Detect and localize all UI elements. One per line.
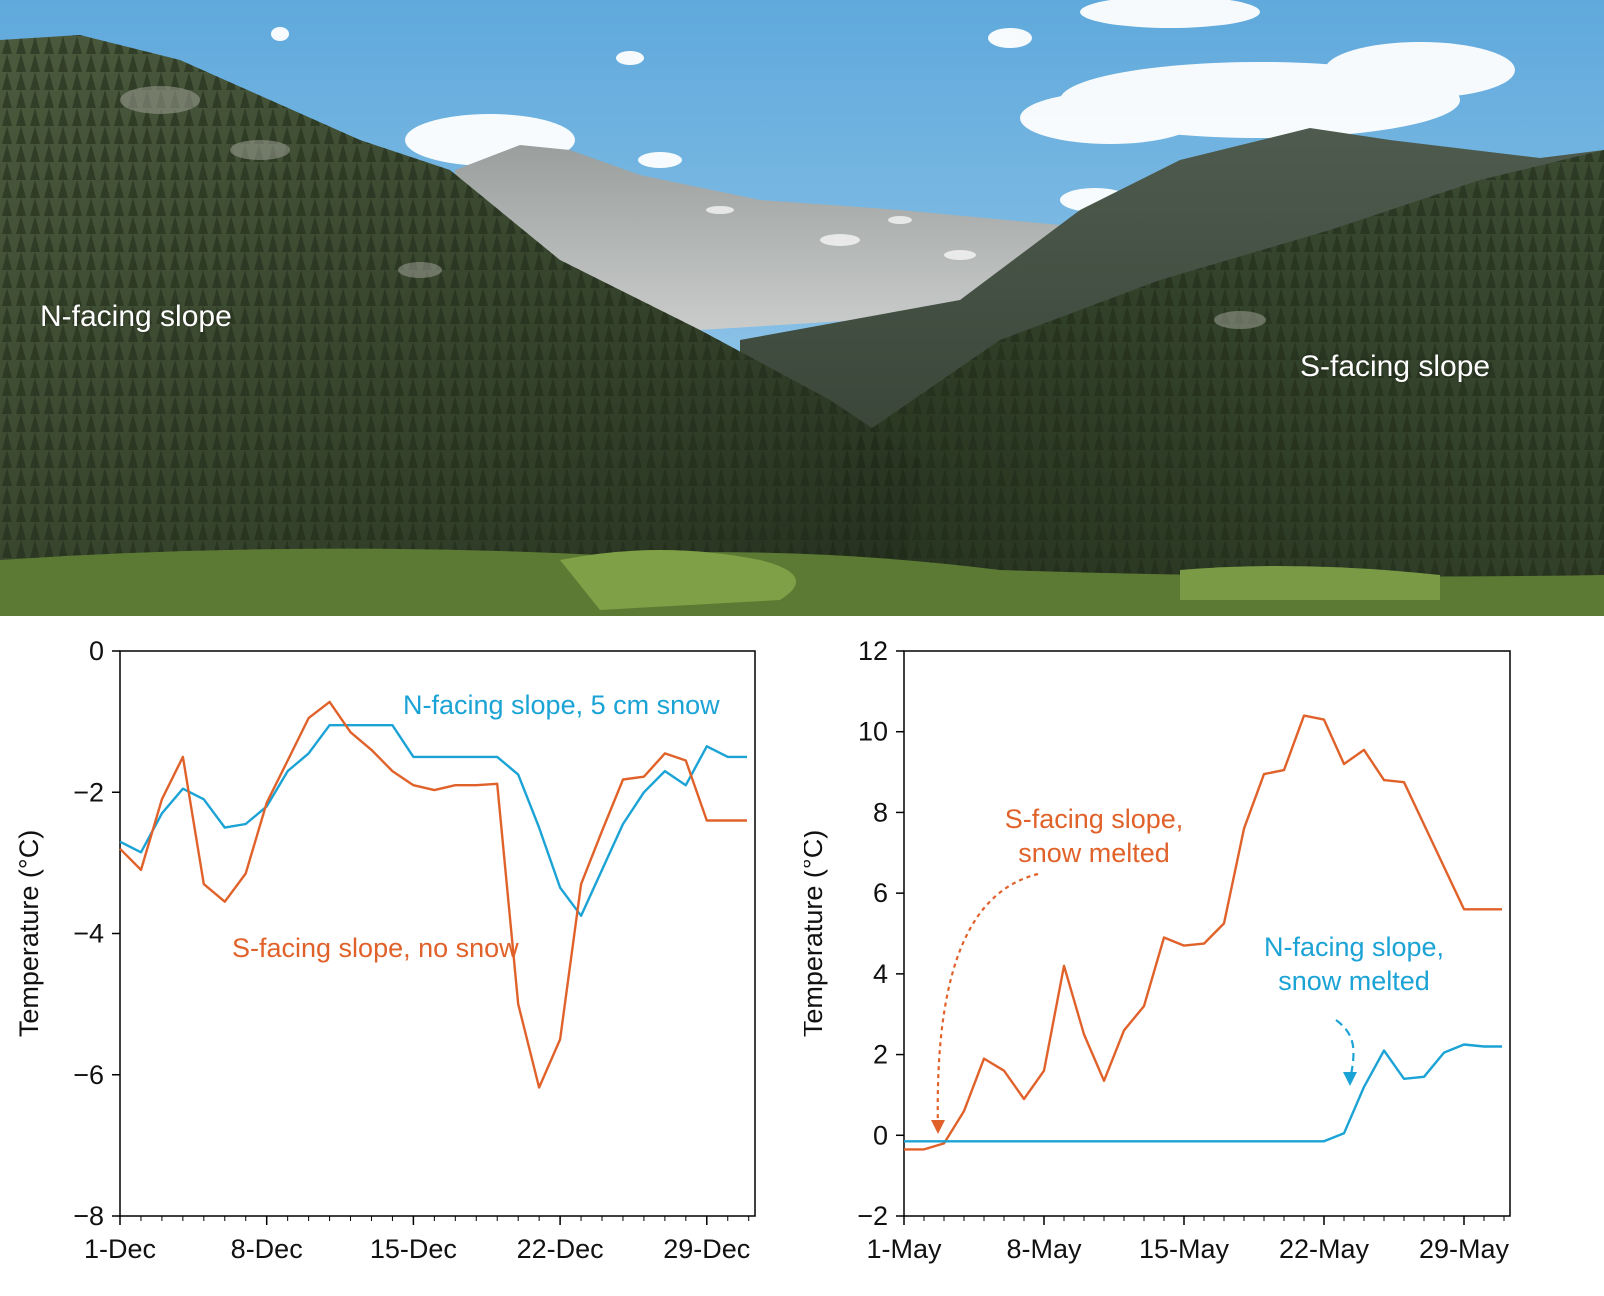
annotation-arrowhead <box>1343 1072 1357 1086</box>
x-tick-label: 15-Dec <box>370 1234 457 1264</box>
series-line-1 <box>904 1043 1502 1143</box>
y-tick-label: −8 <box>73 1201 104 1231</box>
north-slope-photo-label: N-facing slope <box>40 300 232 333</box>
annotation-arrow <box>936 872 1039 1131</box>
y-tick-label: 8 <box>873 797 888 827</box>
december-temperature-chart: 0 −2 −4 −6 −81-Dec 8-Dec 15-Dec 22-Dec 29-Dec Tem… <box>14 640 756 1264</box>
series-line-0 <box>904 714 1502 1151</box>
plot-frame <box>903 650 1511 1217</box>
y-tick-label: 6 <box>873 878 888 908</box>
y-axis-label: Temperature (°C) <box>14 830 44 1037</box>
y-tick-label: 0 <box>89 640 104 666</box>
y-tick-label: 0 <box>873 1120 888 1150</box>
series-annotation-line: N-facing slope, <box>1264 932 1444 962</box>
x-tick-label: 22-Dec <box>517 1234 604 1264</box>
series-annotation-line: S-facing slope, <box>1005 804 1184 834</box>
x-tick-label: 8-May <box>1006 1234 1082 1264</box>
y-tick-label: 2 <box>873 1040 888 1070</box>
y-tick-label: 10 <box>858 717 888 747</box>
series-line-0 <box>119 724 747 917</box>
y-tick-label: −2 <box>73 777 104 807</box>
series-annotation: N-facing slope, 5 cm snow <box>403 690 720 720</box>
valley-landscape-photo <box>0 0 1604 616</box>
annotation-arrowhead <box>931 1120 945 1134</box>
series-line-1 <box>119 700 747 1089</box>
plot-area: 12 10 8 6 4 2 0 −21-May 8-May 15-May 22-May 29-May T… <box>804 640 1511 1264</box>
annotation-arrow <box>1335 1019 1355 1081</box>
y-axis-label: Temperature (°C) <box>804 830 828 1037</box>
x-tick-label: 29-May <box>1419 1234 1510 1264</box>
series-annotation: S-facing slope, no snow <box>232 933 519 963</box>
series-annotation-line: snow melted <box>1018 838 1170 868</box>
series-annotation-line: snow melted <box>1278 966 1430 996</box>
y-tick-label: −6 <box>73 1060 104 1090</box>
x-tick-label: 22-May <box>1279 1234 1370 1264</box>
y-tick-label: 4 <box>873 959 888 989</box>
x-tick-label: 1-Dec <box>84 1234 156 1264</box>
south-slope-photo-label: S-facing slope <box>1300 350 1491 383</box>
y-tick-label: 12 <box>858 640 888 666</box>
x-tick-label: 29-Dec <box>663 1234 750 1264</box>
plot-area: 0 −2 −4 −6 −81-Dec 8-Dec 15-Dec 22-Dec 29-Dec Tem… <box>14 640 756 1264</box>
may-temperature-chart: 12 10 8 6 4 2 0 −21-May 8-May 15-May 22-May 29-May T… <box>804 640 1511 1264</box>
x-tick-label: 15-May <box>1139 1234 1230 1264</box>
x-tick-label: 1-May <box>866 1234 942 1264</box>
y-tick-label: −2 <box>857 1201 888 1231</box>
x-tick-label: 8-Dec <box>231 1234 303 1264</box>
y-tick-label: −4 <box>73 919 104 949</box>
